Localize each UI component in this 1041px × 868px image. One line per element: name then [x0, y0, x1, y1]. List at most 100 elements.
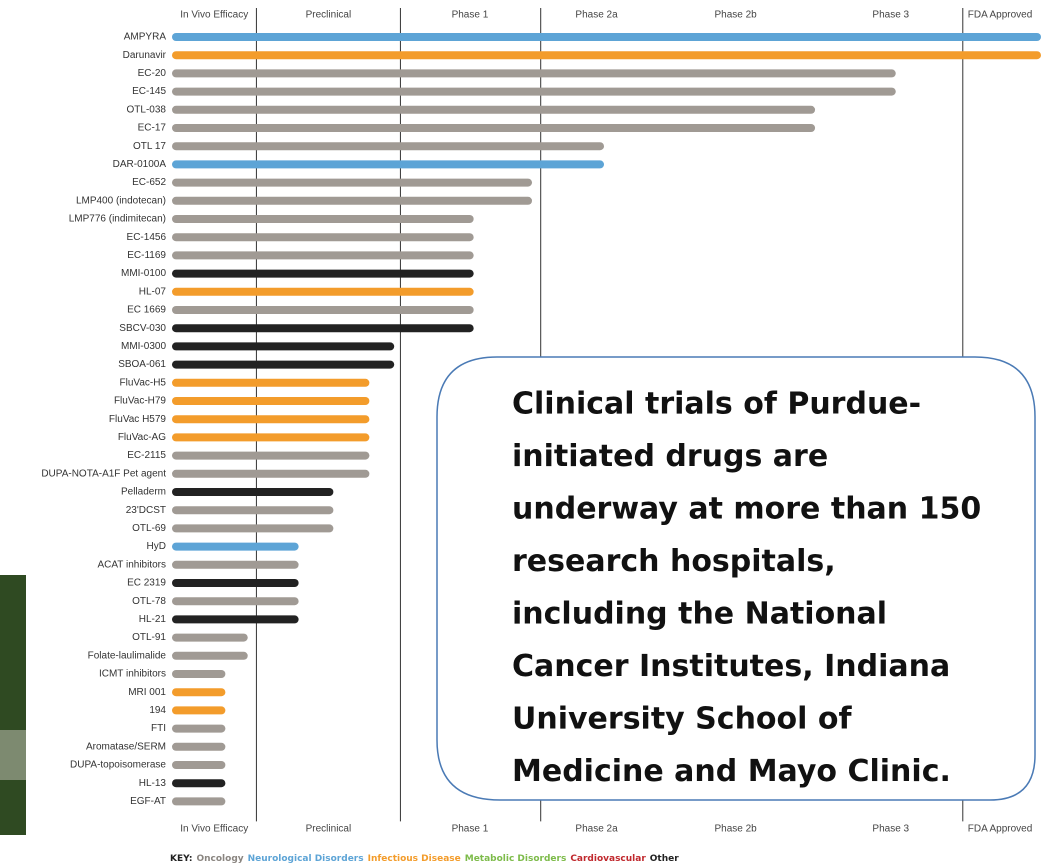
y-tick-label: MMI-0300 [121, 341, 166, 352]
y-tick-label: EC-20 [138, 68, 167, 79]
bar [172, 288, 474, 296]
bar [172, 397, 369, 405]
bar [172, 743, 225, 751]
x-tick-label: Phase 2a [575, 10, 618, 21]
y-tick-label: FluVac H579 [109, 414, 167, 425]
x-tick-label: Preclinical [306, 824, 352, 835]
bar [172, 160, 604, 168]
x-tick-label: Phase 1 [452, 824, 489, 835]
y-tick-label: SBOA-061 [118, 359, 166, 370]
annotation: including the National [512, 597, 887, 632]
bar [172, 652, 248, 660]
bar [172, 33, 1041, 41]
bar [172, 488, 333, 496]
x-tick-label: FDA Approved [968, 10, 1032, 21]
y-tick-label: HL-13 [139, 778, 167, 789]
x-tick-label: In Vivo Efficacy [180, 10, 248, 21]
y-tick-label: DUPA-topoisomerase [70, 760, 166, 771]
y-tick-label: DAR-0100A [113, 159, 167, 170]
annotation: underway at more than 150 [512, 492, 981, 527]
chart: In Vivo Efficacy In Vivo Efficacy Preclini… [0, 0, 1041, 868]
y-tick-label: EC-17 [138, 123, 167, 134]
legend-entry: Oncology [196, 854, 243, 864]
annotation: initiated drugs are [512, 439, 828, 474]
annotation: Cancer Institutes, Indiana [512, 649, 950, 684]
bar [172, 142, 604, 150]
x-tick-label: Preclinical [306, 10, 352, 21]
y-tick-label: EC-1456 [127, 232, 167, 243]
y-tick-label: EC-1169 [127, 250, 166, 261]
x-tick-label: FDA Approved [968, 824, 1032, 835]
legend-entry: Cardiovascular [570, 854, 646, 864]
y-tick-label: LMP400 (indotecan) [76, 195, 166, 206]
bar [172, 342, 394, 350]
x-tick-label: Phase 3 [872, 824, 909, 835]
bar [172, 106, 815, 114]
y-tick-label: Aromatase/SERM [86, 741, 166, 752]
bar [172, 688, 225, 696]
bar [172, 561, 299, 569]
y-tick-label: FluVac-H79 [114, 396, 166, 407]
bar [172, 779, 225, 787]
bar [172, 634, 248, 642]
annotation: Clinical trials of Purdue- [512, 387, 921, 422]
y-tick-label: ICMT inhibitors [99, 669, 166, 680]
bar [172, 270, 474, 278]
y-tick-label: Pelladerm [121, 487, 166, 498]
legend-title: KEY: [170, 854, 192, 864]
y-tick-label: OTL-69 [132, 523, 166, 534]
y-tick-label: FluVac-AG [118, 432, 166, 443]
bar [172, 215, 474, 223]
y-tick-label: EC-2115 [127, 450, 166, 461]
bar [172, 615, 299, 623]
y-tick-label: OTL 17 [133, 141, 166, 152]
background-photo [0, 575, 26, 835]
y-tick-label: Folate-laulimalide [88, 650, 167, 661]
bar [172, 361, 394, 369]
bar [172, 797, 225, 805]
y-tick-label: OTL-038 [127, 104, 167, 115]
bar [172, 433, 369, 441]
y-tick-label: Darunavir [123, 50, 167, 61]
legend-entry: Metabolic Disorders [465, 854, 567, 864]
bar [172, 452, 369, 460]
y-tick-label: DUPA-NOTA-A1F Pet agent [41, 468, 166, 479]
y-tick-label: OTL-78 [132, 596, 166, 607]
y-tick-label: EC-145 [132, 86, 166, 97]
legend-entry: Neurological Disorders [248, 854, 364, 864]
bar [172, 233, 474, 241]
bar [172, 761, 225, 769]
y-tick-label: EC-652 [132, 177, 166, 188]
annotation: research hospitals, [512, 544, 836, 579]
annotation: University School of [512, 702, 852, 737]
annotation: Medicine and Mayo Clinic. [512, 754, 951, 789]
y-tick-label: EC 2319 [127, 578, 166, 589]
y-tick-label: EC 1669 [127, 305, 166, 316]
y-tick-label: OTL-91 [132, 632, 166, 643]
bar [172, 88, 896, 96]
legend-entry: Other [650, 854, 679, 864]
bar [172, 470, 369, 478]
y-tick-label: MMI-0100 [121, 268, 166, 279]
bar [172, 379, 369, 387]
bar [172, 306, 474, 314]
bar [172, 179, 532, 187]
y-tick-label: HL-21 [139, 614, 167, 625]
y-tick-label: LMP776 (indimitecan) [69, 214, 166, 225]
background-photo [0, 730, 26, 780]
x-tick-label: Phase 2a [575, 824, 618, 835]
bar [172, 579, 299, 587]
bar [172, 251, 474, 259]
x-tick-label: Phase 1 [452, 10, 489, 21]
x-tick-label: In Vivo Efficacy [180, 824, 248, 835]
bar [172, 506, 333, 514]
bar [172, 524, 333, 532]
y-tick-label: EGF-AT [130, 796, 166, 807]
y-tick-label: 194 [149, 705, 166, 716]
bar [172, 51, 1041, 59]
bar [172, 69, 896, 77]
x-tick-label: Phase 2b [714, 10, 757, 21]
y-tick-label: FluVac-H5 [120, 377, 167, 388]
bar [172, 706, 225, 714]
